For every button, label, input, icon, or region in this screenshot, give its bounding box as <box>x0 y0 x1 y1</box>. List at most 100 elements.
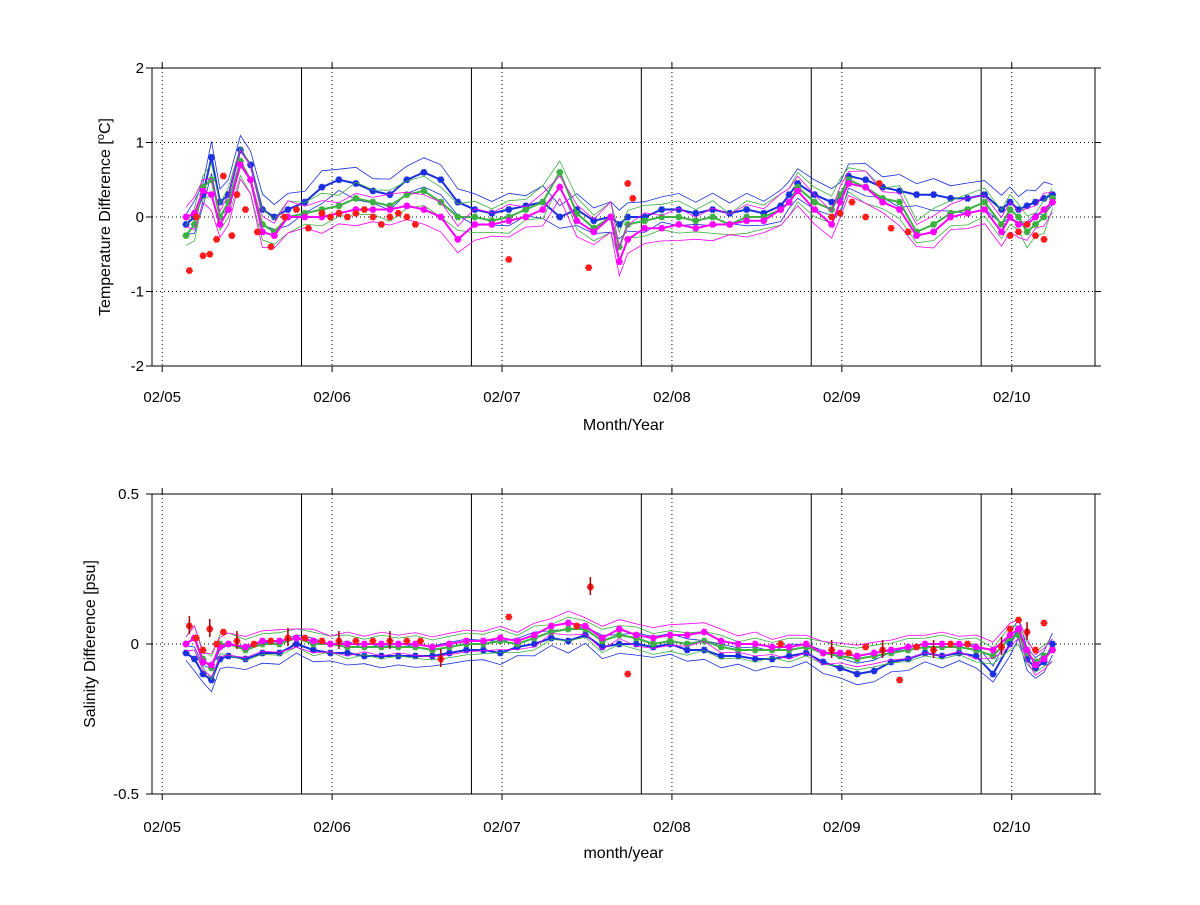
data-point-magenta <box>819 649 827 657</box>
data-point-blue <box>930 191 937 199</box>
data-point-magenta <box>913 232 920 240</box>
data-point-red <box>1032 232 1039 240</box>
data-point-blue <box>556 213 564 221</box>
data-point-red <box>185 267 193 275</box>
x-tick-label: 02/09 <box>823 819 861 836</box>
data-point-magenta <box>887 646 895 654</box>
data-point-magenta <box>496 634 504 642</box>
data-point-magenta <box>802 640 810 648</box>
data-point-red <box>318 637 326 645</box>
data-point-magenta <box>794 187 802 195</box>
y-axis-label-superscript: o <box>95 134 107 140</box>
data-point-magenta <box>607 213 615 221</box>
data-point-magenta <box>199 658 207 666</box>
data-point-magenta <box>411 640 419 648</box>
data-point-blue <box>581 631 589 639</box>
data-point-magenta <box>208 661 215 669</box>
data-point-red <box>845 649 853 657</box>
temperature-panel: 2 1 0 -1 -2 02/05 02/06 02/07 02/08 02/09 02/10 Mon… <box>95 60 1101 434</box>
y-tick-label: -2 <box>131 358 144 375</box>
data-point-red <box>624 179 632 188</box>
data-point-red <box>369 637 377 645</box>
x-tick-label: 02/07 <box>483 389 521 406</box>
data-point-blue <box>335 176 343 184</box>
data-point-blue <box>428 652 436 660</box>
data-point-magenta <box>930 228 937 236</box>
y-tick-label: -0.5 <box>113 786 139 803</box>
data-point-red <box>352 637 360 645</box>
data-point-blue <box>972 652 980 660</box>
data-point-magenta <box>505 217 513 225</box>
x-axis-label: month/year <box>583 845 664 862</box>
data-point-magenta <box>989 646 997 654</box>
data-point-red <box>253 228 261 236</box>
data-point-magenta <box>530 631 538 639</box>
data-point-magenta <box>581 622 589 630</box>
data-point-green <box>539 198 547 206</box>
data-point-red <box>896 676 904 684</box>
data-point-green <box>573 209 581 217</box>
data-point-magenta <box>947 213 954 221</box>
data-point-red <box>875 179 883 188</box>
data-point-blue <box>191 655 198 663</box>
data-point-magenta <box>208 191 215 199</box>
series-blue <box>182 134 1056 240</box>
data-point-red <box>213 235 220 243</box>
salinity-panel: 0.5 0 -0.502/05 02/06 02/07 02/08 02/09 02/10 mo… <box>82 486 1101 862</box>
data-point-magenta <box>386 205 394 214</box>
data-point-red <box>417 637 424 645</box>
data-point-green <box>182 232 190 240</box>
data-point-blue <box>199 670 207 678</box>
data-point-red <box>394 209 402 217</box>
data-point-magenta <box>225 640 232 648</box>
y-axis-label-main: Salinity Difference [psu] <box>82 560 99 728</box>
data-point-green <box>564 625 572 633</box>
x-tick-label: 02/08 <box>653 389 691 406</box>
data-point-magenta <box>1015 625 1022 633</box>
data-point-blue <box>547 634 555 642</box>
data-point-blue <box>717 652 725 660</box>
envelope-line-green <box>185 616 1053 658</box>
data-point-green <box>615 631 623 639</box>
data-point-magenta <box>675 220 683 229</box>
data-point-magenta <box>649 634 657 642</box>
data-point-blue <box>989 670 997 678</box>
x-tick-label: 02/06 <box>313 819 351 836</box>
data-point-magenta <box>998 228 1005 236</box>
data-point-magenta <box>236 161 244 169</box>
y-tick-label: 0 <box>131 636 139 653</box>
data-point-blue <box>853 670 861 678</box>
y-tick-label: 0 <box>136 209 144 226</box>
envelope-line-magenta <box>185 149 1053 249</box>
data-point-red <box>242 205 249 214</box>
data-point-red <box>250 640 258 648</box>
data-point-red <box>862 643 870 651</box>
data-point-magenta <box>938 640 946 648</box>
data-point-magenta <box>624 235 632 243</box>
data-point-red <box>585 264 593 272</box>
data-point-blue <box>284 205 292 214</box>
data-point-red <box>335 209 343 217</box>
data-point-green <box>1006 205 1014 214</box>
data-point-magenta <box>879 198 887 206</box>
data-point-magenta <box>199 187 207 195</box>
data-point-red <box>327 213 334 221</box>
data-point-magenta <box>1040 655 1048 663</box>
y-axis-label: Temperature Difference [oC] <box>95 118 114 316</box>
data-point-blue <box>751 655 759 663</box>
x-tick-label: 02/10 <box>993 819 1031 836</box>
data-point-blue <box>590 217 598 225</box>
data-point-red <box>862 213 870 221</box>
data-point-magenta <box>301 213 309 221</box>
data-point-blue <box>530 640 538 648</box>
data-point-red <box>913 643 920 651</box>
data-point-magenta <box>420 205 428 214</box>
data-point-red <box>267 243 275 251</box>
data-point-magenta <box>403 202 411 210</box>
data-point-magenta <box>751 640 759 648</box>
data-point-green <box>522 205 530 214</box>
data-point-red <box>904 228 912 236</box>
data-point-magenta <box>632 631 640 639</box>
data-point-magenta <box>216 220 224 229</box>
